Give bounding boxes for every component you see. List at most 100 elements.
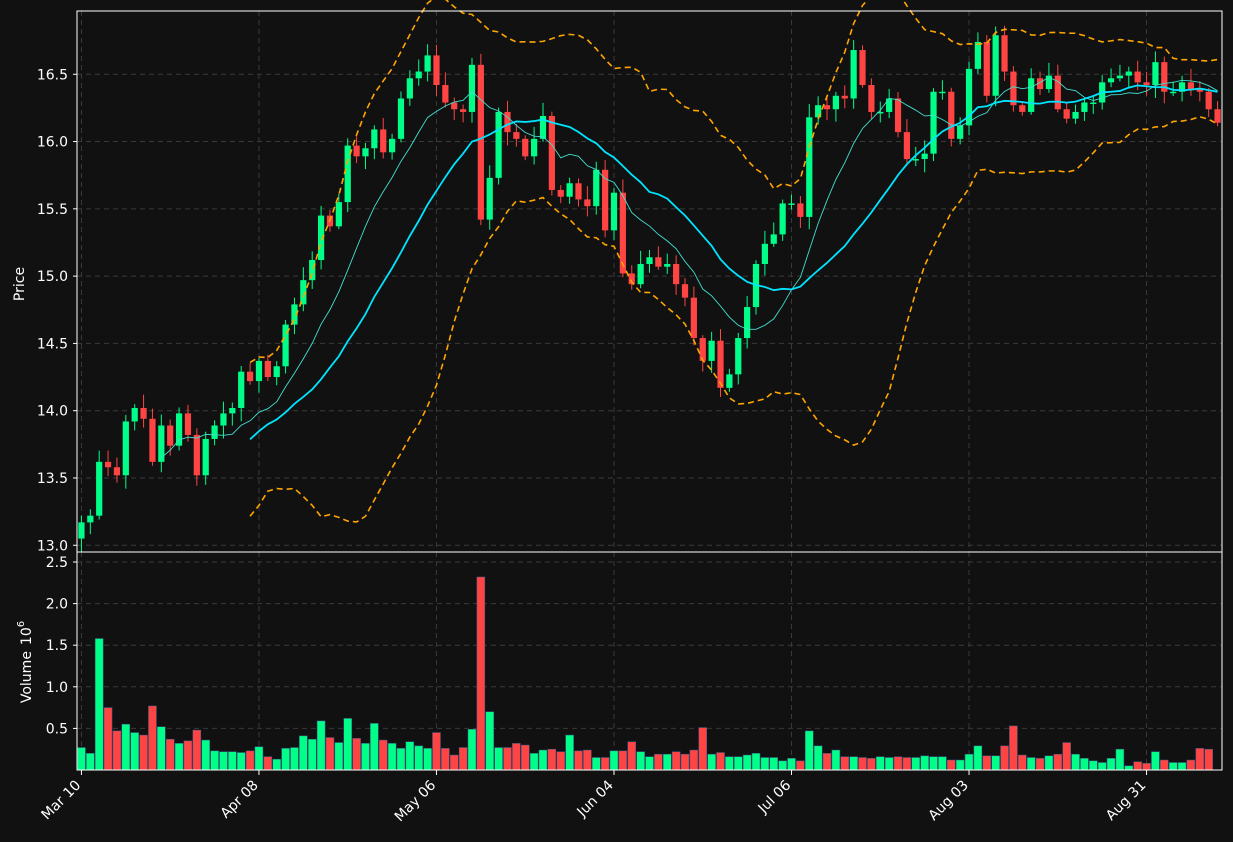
candle-body <box>726 374 733 388</box>
candle-body <box>1170 91 1177 94</box>
volume-bar <box>707 753 716 771</box>
volume-bar <box>290 747 299 771</box>
price-tick-label: 15.0 <box>37 269 68 285</box>
volume-bar <box>1053 753 1063 771</box>
volume-bar <box>1168 762 1178 771</box>
volume-bar <box>1195 748 1205 771</box>
price-tick-label: 16.0 <box>37 135 68 151</box>
volume-bar <box>441 748 450 771</box>
candle-body <box>779 203 786 235</box>
lower-band-line <box>249 115 1218 523</box>
volume-bar <box>1062 742 1071 771</box>
volume-bar <box>254 746 264 771</box>
volume-bar <box>769 757 779 771</box>
candle-body <box>761 243 768 265</box>
candle-body <box>1178 82 1186 92</box>
volume-bar <box>281 748 290 771</box>
candle-body <box>841 95 848 99</box>
volume-bar <box>609 750 619 771</box>
candle-body <box>1019 105 1026 112</box>
candle-body <box>548 115 555 190</box>
volume-bar <box>245 750 255 771</box>
price-tick-label: 15.5 <box>37 202 68 218</box>
candle-body <box>637 264 644 285</box>
candle-body <box>424 55 431 72</box>
volume-bar <box>414 745 423 771</box>
volume-bar <box>219 751 228 771</box>
volume-bar <box>929 756 938 771</box>
candle-body <box>708 340 715 361</box>
volume-bar <box>645 756 654 771</box>
volume-bar <box>112 730 122 771</box>
volume-bar <box>973 745 983 771</box>
candle-body <box>610 192 618 231</box>
volume-bar <box>787 758 796 771</box>
candle-body <box>832 95 840 110</box>
volume-bar <box>130 732 139 771</box>
volume-panel <box>77 576 1213 771</box>
candle-body <box>673 264 680 285</box>
volume-bar <box>1151 751 1160 771</box>
volume-bar <box>192 729 202 771</box>
candle-body <box>1152 62 1159 86</box>
volume-bar <box>592 757 601 771</box>
volume-bar <box>1124 765 1134 771</box>
volume-bar <box>876 756 885 771</box>
candle-body <box>681 284 689 298</box>
volume-bar <box>86 753 95 771</box>
volume-bar <box>556 751 565 771</box>
candle-body <box>131 408 138 422</box>
volume-bar <box>201 739 210 771</box>
candle-body <box>193 434 200 476</box>
volume-bar <box>485 711 494 771</box>
volume-bar <box>343 718 352 771</box>
candle-body <box>149 418 156 462</box>
volume-bar <box>432 732 441 771</box>
candle-body <box>815 105 822 118</box>
candle-body <box>886 98 893 112</box>
volume-bar <box>307 738 317 771</box>
volume-tick-label: 2.0 <box>46 597 68 613</box>
volume-bar <box>867 758 876 771</box>
candle-body <box>397 98 405 139</box>
candle-body <box>628 273 635 285</box>
candle-body <box>388 138 396 153</box>
candle-body <box>122 421 129 476</box>
price-tick-label: 14.5 <box>37 336 68 352</box>
volume-bar <box>458 747 468 771</box>
volume-bar <box>663 753 672 771</box>
volume-bar <box>121 723 131 771</box>
volume-bar <box>636 751 645 771</box>
candle-body <box>202 438 209 476</box>
volume-bar <box>405 741 415 771</box>
candle-body <box>664 264 671 267</box>
candle-body <box>646 257 653 265</box>
volume-bar <box>1026 757 1036 771</box>
volume-bar <box>1160 759 1169 771</box>
candle-body <box>1143 82 1150 86</box>
volume-bar <box>538 749 548 771</box>
volume-bar <box>396 748 406 771</box>
candle-body <box>1036 78 1044 90</box>
volume-bar <box>77 747 86 771</box>
volume-bar <box>1115 748 1125 771</box>
candle-body <box>1090 102 1097 105</box>
candle-body <box>584 199 591 207</box>
candle-body <box>113 467 121 476</box>
price-tick-label: 14.0 <box>37 404 68 420</box>
candle-body <box>948 91 955 139</box>
candle-body <box>1187 82 1195 90</box>
candle-body <box>1116 75 1124 79</box>
candle-body <box>1001 35 1008 72</box>
candle-body <box>806 117 813 217</box>
candle-body <box>690 297 697 339</box>
volume-tick-label: 1.0 <box>46 680 68 696</box>
volume-bar <box>858 757 867 771</box>
candle-body <box>96 461 103 516</box>
volume-bar <box>849 756 858 771</box>
candle-body <box>220 413 227 426</box>
volume-bar <box>1106 758 1116 771</box>
volume-axis-label: Volume 106 <box>16 621 35 703</box>
candle-body <box>1072 111 1079 119</box>
volume-bar <box>627 741 636 771</box>
